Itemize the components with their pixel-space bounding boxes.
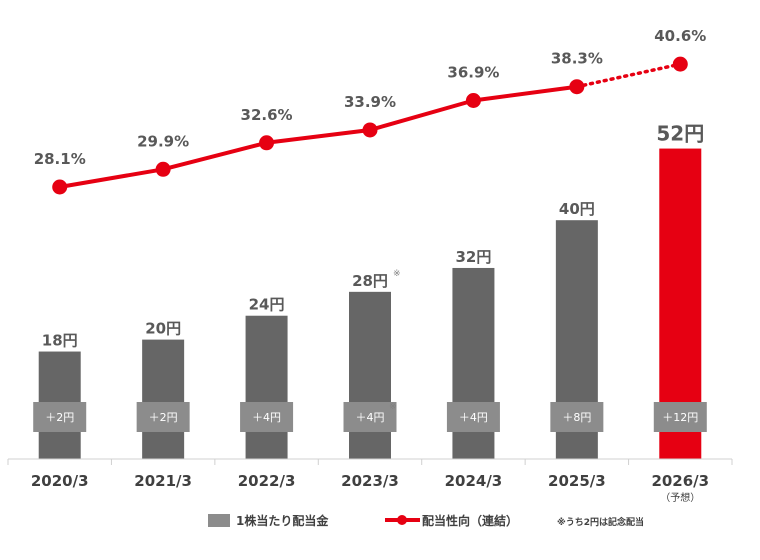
x-axis: 2020/3 2021/3 2022/3 2023/3 2024/3 2025/3 2026… [7, 458, 733, 504]
increase-box [446, 402, 500, 432]
payout-line-forecast [575, 62, 683, 89]
payout-ratio-line: 28.1% 29.9% 32.6% 33.9% 36.9% 38.3% 40.6% [34, 27, 706, 195]
payout-line-actual [59, 84, 578, 189]
bar-value-label: 20円 [145, 320, 181, 338]
payout-point [362, 122, 378, 138]
payout-point [569, 79, 585, 95]
bar-value-label: 52円 [656, 122, 704, 146]
payout-value-label: 29.9% [137, 132, 189, 150]
footnote: ※うち2円は記念配当 [557, 516, 644, 528]
legend-swatch-bar [208, 514, 230, 527]
increase-label: ＋12円 [662, 411, 698, 424]
x-tick-label: 2023/3 [341, 472, 399, 490]
x-tick-label: 2026/3 [651, 472, 709, 490]
increase-label: ＋8円 [562, 411, 591, 424]
increase-label: ＋2円 [45, 411, 74, 424]
annotation-mark-increase: ※ [389, 402, 397, 412]
legend: 1株当たり配当金 配当性向（連結） ※うち2円は記念配当 [208, 513, 644, 528]
increase-box [240, 402, 294, 432]
increase-box [550, 402, 604, 432]
payout-point [259, 135, 275, 151]
increase-label: ＋4円 [459, 411, 488, 424]
bar-2022/3 [245, 315, 288, 459]
bar-2023/3 [349, 291, 391, 459]
x-tick-label: 2025/3 [548, 472, 606, 490]
increase-box [653, 402, 707, 432]
x-tick-label: 2024/3 [445, 472, 503, 490]
payout-value-label: 36.9% [447, 63, 499, 81]
annotation-mark: ※ [393, 269, 401, 279]
payout-value-label: 38.3% [551, 50, 603, 68]
bar-value-label: 18円 [42, 332, 78, 350]
bar-value-label: 32円 [455, 248, 491, 266]
increase-box [136, 402, 190, 432]
payout-point [672, 56, 688, 72]
bar-value-label: 24円 [249, 296, 285, 314]
increase-labels: ＋2円 ＋2円 ＋4円 ＋4円 ※ ＋4円 ＋8円 ＋12円 [33, 402, 707, 432]
payout-value-label: 28.1% [34, 150, 86, 168]
increase-label: ＋4円 [252, 411, 281, 424]
payout-value-label: 40.6% [654, 27, 706, 45]
forecast-label: （予想） [660, 491, 700, 504]
payout-value-label: 33.9% [344, 93, 396, 111]
bar-value-label: 40円 [559, 200, 595, 218]
payout-point [155, 161, 171, 177]
increase-label: ＋2円 [149, 411, 178, 424]
x-tick-label: 2022/3 [238, 472, 296, 490]
legend-label-line: 配当性向（連結） [422, 513, 518, 528]
payout-value-label: 32.6% [241, 106, 293, 124]
increase-box [343, 402, 397, 432]
payout-point [465, 92, 481, 108]
legend-swatch-marker [397, 515, 407, 525]
bar-2021/3 [142, 339, 185, 459]
increase-label: ＋4円 [356, 411, 385, 424]
payout-point [52, 179, 68, 195]
x-tick-label: 2020/3 [31, 472, 89, 490]
bar-value-label: 28円 [352, 272, 388, 290]
legend-label-bar: 1株当たり配当金 [236, 513, 329, 528]
x-tick-label: 2021/3 [134, 472, 192, 490]
increase-box [33, 402, 87, 432]
